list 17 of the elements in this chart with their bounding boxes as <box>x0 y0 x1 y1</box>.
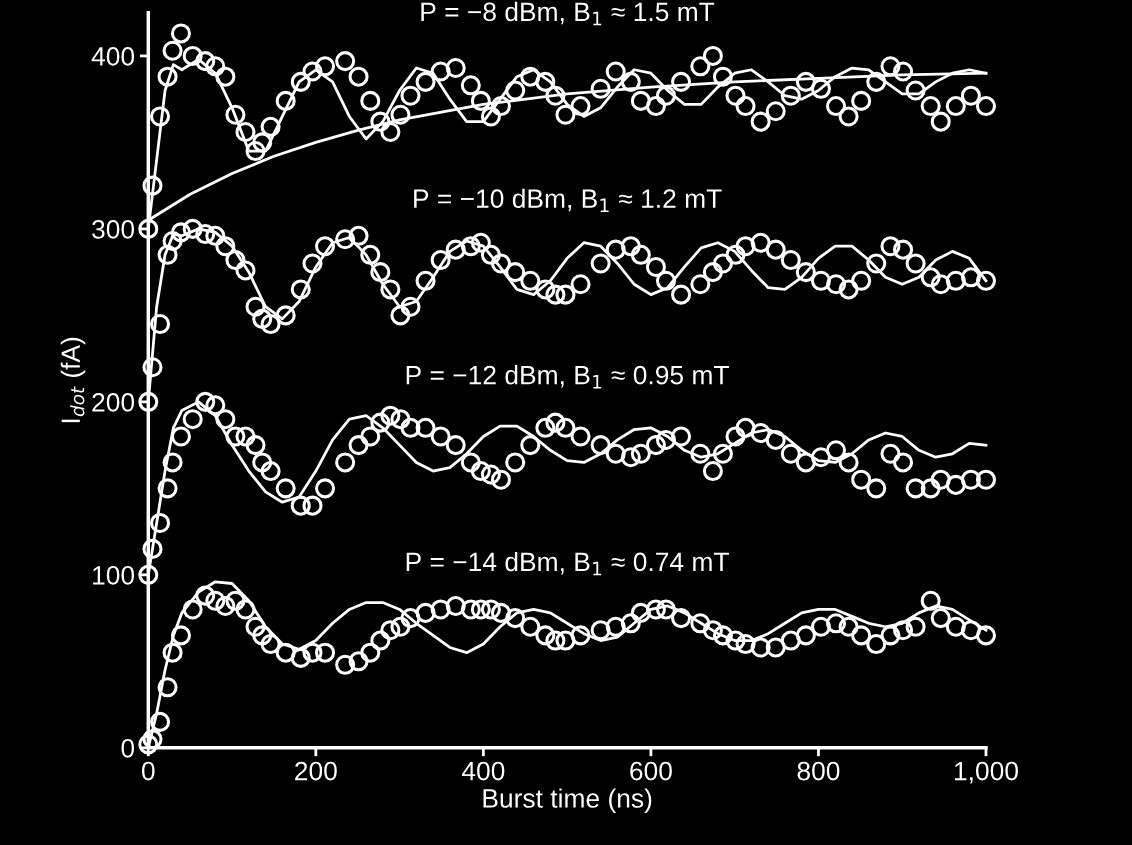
series-label: P = −14 dBm, B$_{1}$ ≈ 0.74 mT <box>406 551 729 576</box>
series-label: P = −12 dBm, B$_{1}$ ≈ 0.95 mT <box>406 365 729 389</box>
y-tick-label: 100 <box>93 565 135 585</box>
x-tick-label: 200 <box>295 761 337 781</box>
y-tick-label: 0 <box>121 738 135 758</box>
x-tick-label: 0 <box>141 761 155 781</box>
x-tick-label: 400 <box>461 761 505 781</box>
y-tick-label: 400 <box>91 47 135 66</box>
x-tick-label: 600 <box>630 761 672 781</box>
y-axis-title: I$_{dot}$ (fA) <box>60 337 86 423</box>
y-tick-label: 200 <box>92 393 135 412</box>
series-label: P = −8 dBm, B$_{1}$ ≈ 1.5 mT <box>421 1 715 26</box>
series-label: P = −10 dBm, B$_{1}$ ≈ 1.2 mT <box>414 188 722 213</box>
x-tick-label: 1,000 <box>954 761 1018 784</box>
x-tick-label: 800 <box>797 761 840 781</box>
y-tick-label: 300 <box>92 220 135 239</box>
x-axis-title: Burst time (ns) <box>483 788 652 813</box>
